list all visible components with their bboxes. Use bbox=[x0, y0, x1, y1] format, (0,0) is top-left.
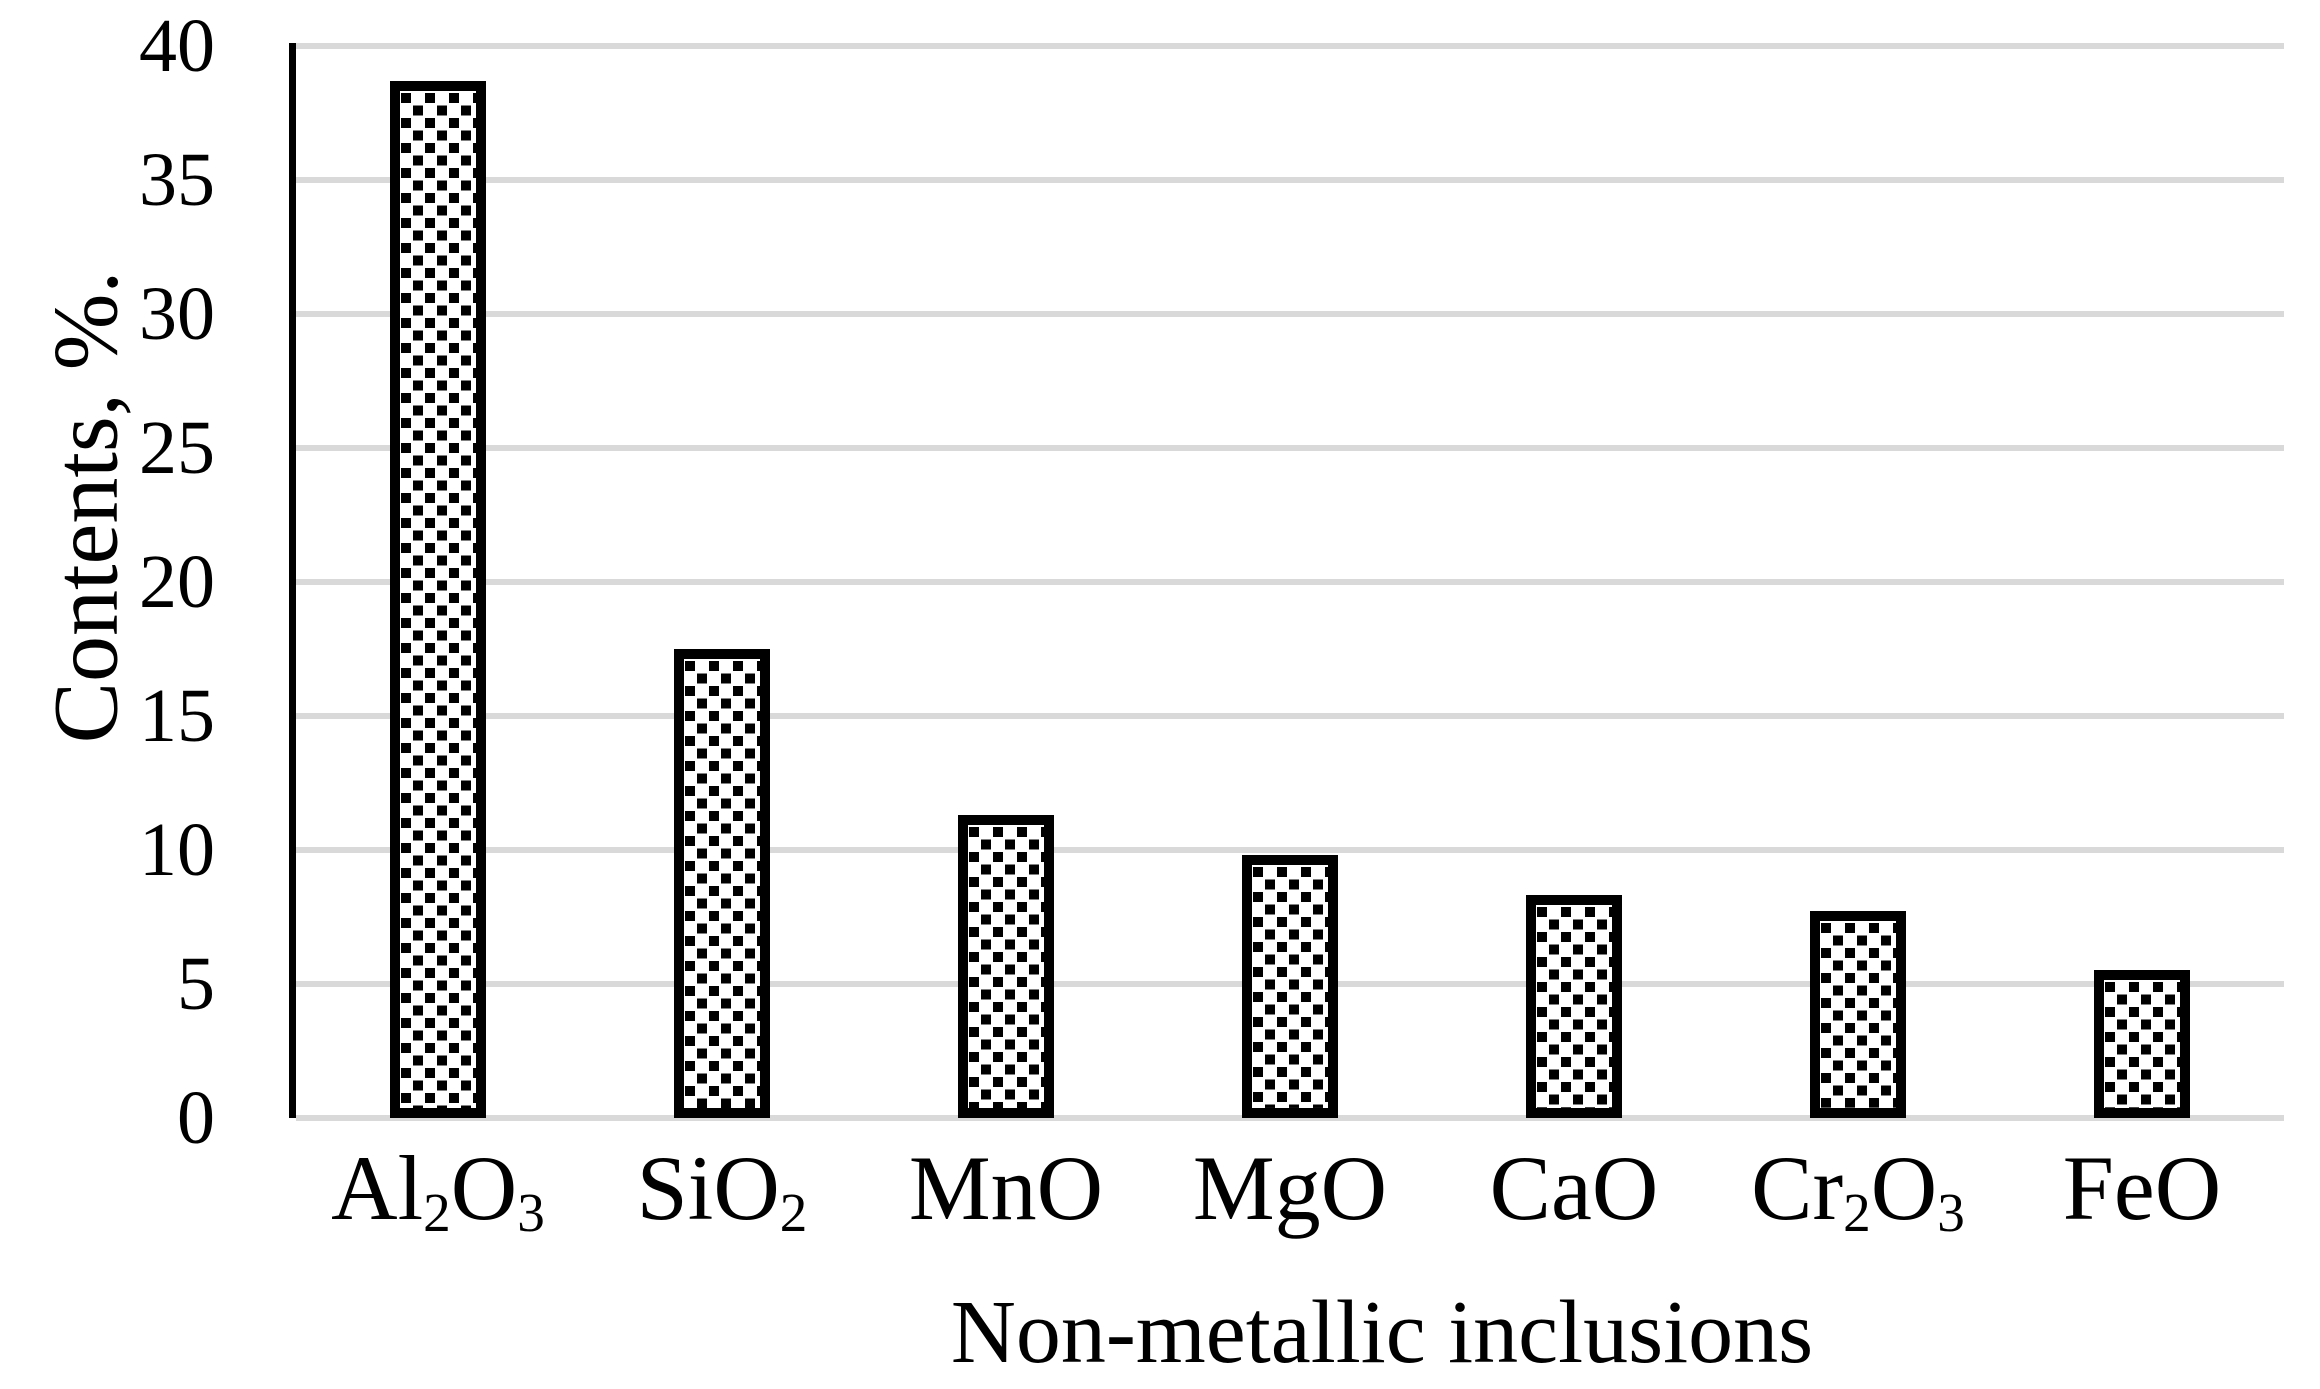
bar-feo bbox=[2094, 970, 2190, 1118]
bar-pattern-fill bbox=[684, 658, 760, 1108]
label-text: Al bbox=[331, 1137, 424, 1239]
y-tick-label-20: 20 bbox=[139, 540, 215, 624]
x-label-cao: CaO bbox=[1424, 1142, 1724, 1234]
y-tick-label-40: 40 bbox=[139, 4, 215, 88]
plot-area bbox=[289, 43, 2284, 1121]
label-text: O bbox=[450, 1137, 518, 1239]
gridline-30 bbox=[296, 311, 2284, 317]
x-label-cr2o3: Cr2O3 bbox=[1708, 1142, 2008, 1240]
label-text: O bbox=[1870, 1137, 1938, 1239]
y-tick-label-10: 10 bbox=[139, 808, 215, 892]
bar-al2o3 bbox=[390, 80, 486, 1118]
y-axis-line bbox=[289, 43, 296, 1118]
label-text: SiO bbox=[636, 1137, 780, 1239]
gridline-15 bbox=[296, 713, 2284, 719]
y-tick-label-15: 15 bbox=[139, 674, 215, 758]
label-text: MnO bbox=[908, 1137, 1104, 1239]
gridline-35 bbox=[296, 177, 2284, 183]
subscript: 2 bbox=[1843, 1182, 1871, 1244]
x-label-mgo: MgO bbox=[1140, 1142, 1440, 1234]
x-axis-title-box: Non-metallic inclusions bbox=[782, 1288, 1982, 1378]
x-label-sio2: SiO2 bbox=[572, 1142, 872, 1240]
gridline-0 bbox=[296, 1115, 2284, 1121]
subscript: 2 bbox=[779, 1182, 808, 1244]
bar-mno bbox=[958, 814, 1054, 1118]
bar-cao bbox=[1526, 895, 1622, 1118]
subscript: 3 bbox=[1937, 1182, 1965, 1244]
label-text: FeO bbox=[2062, 1137, 2222, 1239]
y-tick-label-0: 0 bbox=[177, 1076, 215, 1160]
gridline-40 bbox=[296, 43, 2284, 49]
y-tick-label-35: 35 bbox=[139, 138, 215, 222]
y-tick-label-30: 30 bbox=[139, 272, 215, 356]
x-label-feo: FeO bbox=[1992, 1142, 2292, 1234]
subscript: 3 bbox=[517, 1182, 545, 1244]
bar-mgo bbox=[1242, 855, 1338, 1118]
y-tick-label-5: 5 bbox=[177, 942, 215, 1026]
bar-pattern-fill bbox=[1252, 865, 1328, 1108]
bar-pattern-fill bbox=[1536, 905, 1612, 1108]
gridline-25 bbox=[296, 445, 2284, 451]
label-text: Cr bbox=[1751, 1137, 1844, 1239]
label-text: CaO bbox=[1489, 1137, 1659, 1239]
bar-sio2 bbox=[674, 648, 770, 1118]
gridline-10 bbox=[296, 847, 2284, 853]
bar-pattern-fill bbox=[400, 90, 476, 1108]
x-label-al2o3: Al2O3 bbox=[288, 1142, 588, 1240]
bar-pattern-fill bbox=[2104, 980, 2180, 1108]
y-tick-label-25: 25 bbox=[139, 406, 215, 490]
gridline-20 bbox=[296, 579, 2284, 585]
bar-pattern-fill bbox=[1820, 921, 1896, 1108]
bar-cr2o3 bbox=[1810, 911, 1906, 1118]
label-text: MgO bbox=[1192, 1137, 1388, 1239]
x-label-mno: MnO bbox=[856, 1142, 1156, 1234]
subscript: 2 bbox=[423, 1182, 451, 1244]
bar-pattern-fill bbox=[968, 824, 1044, 1108]
x-axis-title: Non-metallic inclusions bbox=[950, 1283, 1814, 1382]
